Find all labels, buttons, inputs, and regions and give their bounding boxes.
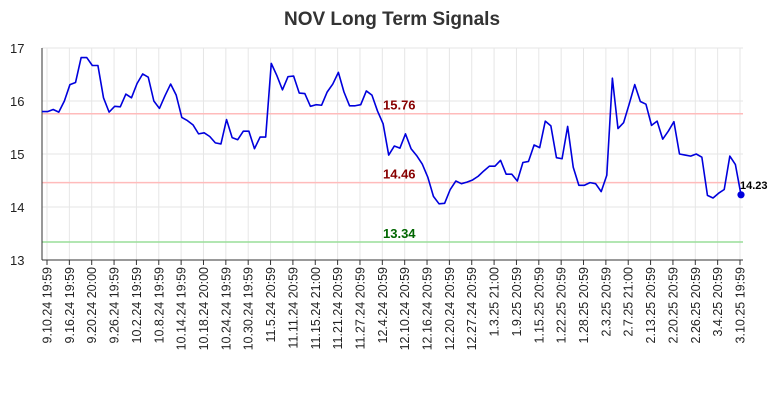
x-tick-label: 12.4.24 20:59 [376, 267, 390, 344]
x-tick-label: 9.10.24 19:59 [41, 267, 55, 344]
x-tick-label: 1.22.25 20:59 [555, 267, 569, 344]
last-value-label: 14.23 [740, 180, 768, 192]
x-tick-label: 9.20.24 20:00 [85, 267, 99, 344]
x-tick-label: 12.16.24 20:59 [421, 267, 435, 350]
x-tick-label: 12.27.24 20:59 [465, 267, 479, 350]
x-tick-label: 11.27.24 20:59 [353, 267, 367, 350]
y-tick-label: 13 [10, 253, 24, 268]
x-tick-label: 1.9.25 20:59 [510, 267, 524, 337]
x-tick-label: 9.26.24 19:59 [108, 267, 122, 344]
x-tick-label: 10.8.24 19:59 [152, 267, 166, 344]
axes: 13 14 15 16 17 9.10.24 19:59 9.16.24 19:59 9.20… [10, 41, 748, 350]
label-layer: 15.76 14.46 13.34 14.23 [383, 98, 768, 241]
x-tick-label: 12.20.24 20:59 [443, 267, 457, 350]
last-point-marker [737, 191, 745, 199]
series-layer [42, 56, 745, 205]
x-tick-label: 10.24.24 19:59 [219, 267, 233, 350]
x-tick-label: 11.5.24 20:59 [264, 267, 278, 343]
x-tick-label: 2.26.25 20:59 [689, 267, 703, 344]
x-tick-label: 3.10.25 19:59 [734, 267, 748, 344]
reference-label-lower: 13.34 [383, 226, 416, 241]
x-tick-label: 2.7.25 21:00 [622, 267, 636, 337]
x-tick-label: 10.30.24 19:59 [242, 267, 256, 350]
x-tick-label: 10.2.24 19:59 [130, 267, 144, 344]
x-tick-label: 9.16.24 19:59 [63, 267, 77, 344]
x-tick-label: 1.15.25 20:59 [532, 267, 546, 344]
y-tick-label: 16 [10, 94, 24, 109]
x-tick-label: 10.14.24 19:59 [175, 267, 189, 350]
x-tick-label: 1.3.25 21:00 [488, 267, 502, 337]
x-tick-label: 2.13.25 20:59 [644, 267, 658, 344]
x-tick-label: 11.11.24 20:59 [286, 267, 300, 349]
y-tick-label: 14 [10, 200, 24, 215]
x-tick-label: 12.10.24 20:59 [398, 267, 412, 350]
x-tick-label: 10.18.24 20:00 [197, 267, 211, 350]
y-tick-label: 15 [10, 147, 24, 162]
grid-layer [42, 47, 743, 261]
chart-title: NOV Long Term Signals [284, 9, 500, 30]
x-tick-label: 2.3.25 20:59 [599, 267, 613, 337]
x-tick-label: 2.20.25 20:59 [666, 267, 680, 344]
reference-label-upper: 15.76 [383, 98, 416, 113]
x-tick-label: 11.21.24 20:59 [331, 267, 345, 350]
reference-label-mid: 14.46 [383, 167, 416, 182]
x-tick-label: 1.28.25 20:59 [577, 267, 591, 344]
x-tick-label: 11.15.24 21:00 [309, 267, 323, 350]
y-tick-label: 17 [10, 41, 24, 56]
x-tick-label: 3.4.25 20:59 [711, 267, 725, 337]
price-line [42, 56, 742, 205]
